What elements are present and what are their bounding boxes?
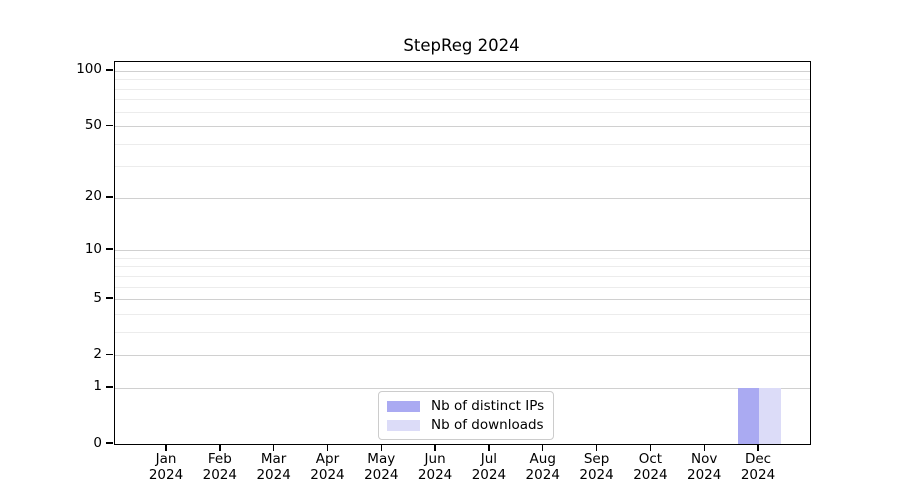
gridline-major-100 xyxy=(115,70,810,72)
x-tick-year: 2024 xyxy=(525,467,560,483)
y-tick-label-1: 1 xyxy=(93,378,102,395)
legend-item-downloads: Nb of downloads xyxy=(387,417,544,433)
x-tick-oct xyxy=(649,444,652,451)
y-tick-10 xyxy=(106,248,113,250)
x-tick-month: Sep xyxy=(583,451,610,467)
x-tick-may xyxy=(380,444,382,451)
x-tick-month: May xyxy=(367,451,396,467)
x-tick-label-sep: Sep 2024 xyxy=(565,451,629,483)
x-tick-jul xyxy=(488,444,490,451)
x-tick-jan xyxy=(165,444,167,451)
x-tick-month: Jul xyxy=(480,451,498,467)
x-tick-month: Oct xyxy=(638,451,663,467)
x-tick-nov xyxy=(703,444,705,451)
gridline-minor-80 xyxy=(115,88,810,90)
gridline-minor-3 xyxy=(115,331,810,333)
gridline-major-2 xyxy=(115,355,810,357)
x-tick-label-jun: Jun 2024 xyxy=(403,451,467,483)
x-tick-year: 2024 xyxy=(740,467,776,483)
legend-label-distinct-ips: Nb of distinct IPs xyxy=(431,398,545,414)
x-tick-apr xyxy=(326,444,329,451)
y-tick-2 xyxy=(106,353,113,355)
x-tick-label-nov: Nov 2024 xyxy=(672,451,736,483)
gridline-minor-9 xyxy=(115,257,810,259)
x-tick-label-jul: Jul 2024 xyxy=(457,451,521,483)
y-tick-label-5: 5 xyxy=(93,289,102,306)
y-tick-label-50: 50 xyxy=(84,116,102,133)
x-tick-year: 2024 xyxy=(202,467,237,483)
x-tick-month: Aug xyxy=(529,451,556,467)
gridline-minor-70 xyxy=(115,99,810,101)
x-tick-year: 2024 xyxy=(310,467,345,483)
y-tick-20 xyxy=(106,196,113,198)
x-tick-label-oct: Oct 2024 xyxy=(618,451,682,483)
y-tick-1 xyxy=(106,386,113,388)
x-tick-year: 2024 xyxy=(687,467,722,483)
x-tick-label-mar: Mar 2024 xyxy=(242,451,306,483)
legend-swatch-distinct-ips xyxy=(387,400,420,412)
x-tick-label-apr: Apr 2024 xyxy=(295,451,359,483)
x-tick-dec xyxy=(757,444,759,451)
x-tick-sep xyxy=(595,444,598,451)
x-tick-month: Mar xyxy=(260,451,287,467)
y-tick-100 xyxy=(106,69,113,71)
x-tick-year: 2024 xyxy=(364,467,399,483)
x-tick-month: Dec xyxy=(744,451,772,467)
plot-area xyxy=(114,61,811,445)
legend-item-distinct-ips: Nb of distinct IPs xyxy=(387,398,544,414)
x-tick-feb xyxy=(219,444,221,451)
x-tick-year: 2024 xyxy=(148,467,184,483)
gridline-minor-8 xyxy=(115,266,810,268)
x-tick-month: Apr xyxy=(315,451,340,467)
x-tick-label-feb: Feb 2024 xyxy=(188,451,252,483)
x-tick-year: 2024 xyxy=(256,467,291,483)
y-tick-label-2: 2 xyxy=(93,345,102,362)
x-tick-label-may: May 2024 xyxy=(349,451,413,483)
x-tick-year: 2024 xyxy=(417,467,453,483)
gridline-minor-7 xyxy=(115,275,810,277)
y-tick-0 xyxy=(106,442,113,444)
x-tick-label-aug: Aug 2024 xyxy=(511,451,575,483)
x-tick-month: Jan xyxy=(155,451,177,467)
x-tick-jun xyxy=(434,444,436,451)
y-tick-label-10: 10 xyxy=(84,240,102,257)
gridline-minor-40 xyxy=(115,143,810,145)
chart-title: StepReg 2024 xyxy=(403,36,520,55)
gridline-major-5 xyxy=(115,299,810,301)
y-tick-50 xyxy=(106,124,113,126)
y-tick-label-100: 100 xyxy=(76,61,102,78)
y-tick-label-20: 20 xyxy=(84,188,102,205)
gridline-major-20 xyxy=(115,197,810,199)
x-tick-year: 2024 xyxy=(579,467,614,483)
x-tick-mar xyxy=(272,444,275,451)
gridline-minor-60 xyxy=(115,111,810,113)
gridline-major-10 xyxy=(115,250,810,252)
x-tick-aug xyxy=(542,444,544,451)
gridline-minor-6 xyxy=(115,286,810,288)
bar-distinct-ips-dec xyxy=(737,387,760,444)
x-tick-year: 2024 xyxy=(633,467,668,483)
x-tick-year: 2024 xyxy=(471,467,507,483)
x-tick-label-dec: Dec 2024 xyxy=(726,451,790,483)
gridline-major-50 xyxy=(115,126,810,128)
x-tick-month: Feb xyxy=(207,451,232,467)
bar-downloads-dec xyxy=(759,387,781,444)
gridline-minor-30 xyxy=(115,166,810,168)
y-tick-5 xyxy=(106,297,113,299)
gridline-major-1 xyxy=(115,387,810,389)
legend-label-downloads: Nb of downloads xyxy=(431,417,544,433)
gridline-minor-90 xyxy=(115,79,810,81)
x-tick-label-jan: Jan 2024 xyxy=(134,451,198,483)
legend-swatch-downloads xyxy=(387,419,420,431)
x-tick-month: Nov xyxy=(691,451,718,467)
gridline-minor-4 xyxy=(115,313,810,315)
y-tick-label-0: 0 xyxy=(93,434,102,451)
x-tick-month: Jun xyxy=(424,451,446,467)
legend: Nb of distinct IPs Nb of downloads xyxy=(378,391,555,440)
